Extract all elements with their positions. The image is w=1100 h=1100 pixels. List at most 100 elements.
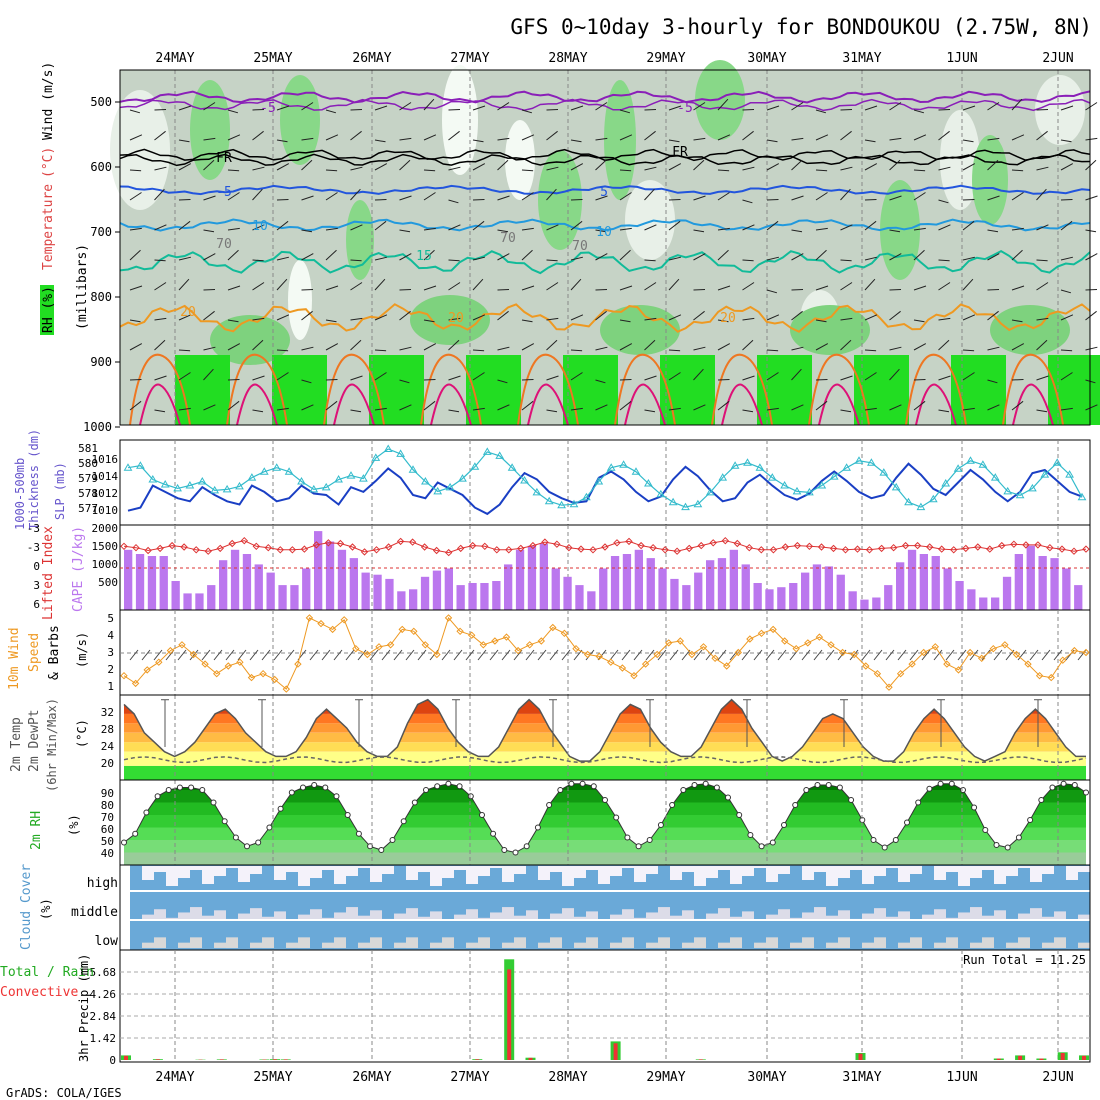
lifted-index-point [120, 542, 128, 551]
lifted-index-point [745, 543, 754, 552]
upper-wind-barb [938, 339, 950, 351]
cloud-units: (%) [39, 898, 53, 920]
rh-point [971, 804, 978, 811]
rh-point [814, 782, 821, 788]
li-tick-4: 6 [33, 598, 40, 611]
middle-cloud-cell [202, 915, 214, 920]
upper-wind-barb [252, 259, 264, 262]
upper-wind-barb [448, 259, 460, 262]
upper-wind-barb [815, 134, 829, 141]
precip-convective-bar [1018, 1055, 1023, 1060]
upper-wind-barb [350, 282, 363, 291]
rh-region-9 [280, 75, 320, 165]
slp-point [767, 473, 777, 481]
surface-wind-barb [681, 649, 691, 661]
slp-point [421, 477, 430, 485]
cape-bar [1014, 554, 1023, 610]
rh-point [680, 787, 687, 793]
slp-tick-2: 1012 [92, 487, 119, 500]
upper-wind-barb [742, 409, 754, 413]
upper-wind-barb [252, 375, 265, 381]
cape-tick-2: 1000 [92, 558, 119, 571]
middle-cloud-cell [154, 909, 166, 921]
upper-wind-barb [399, 102, 412, 111]
slp-point [705, 487, 715, 496]
high-cloud-cell [142, 866, 154, 880]
precip-convective-bar [283, 1059, 288, 1060]
wind-speed-axis-label: 10m Wind [7, 627, 22, 690]
wind-speed-point [479, 641, 488, 649]
upper-wind-barb [693, 137, 706, 141]
rh-point [165, 787, 172, 793]
upper-wind-barb [570, 220, 583, 231]
surface-wind-barb [309, 649, 319, 661]
upper-wind-barb [668, 314, 682, 321]
low-cloud-cell [1078, 942, 1090, 948]
upper-wind-barb [325, 227, 338, 231]
rh-point [255, 839, 262, 846]
upper-wind-barb [889, 289, 902, 291]
upper-wind-barb [644, 166, 657, 171]
cloud-row-label-1: middle [71, 905, 118, 920]
lifted-index-point [601, 543, 609, 551]
upper-wind-barb [1060, 372, 1073, 381]
cape-bar [124, 549, 133, 610]
low-cloud-cell [214, 942, 226, 948]
bottom-date-8: 1JUN [946, 1070, 977, 1085]
upper-wind-barb [1036, 166, 1049, 171]
lifted-index-point [1046, 543, 1054, 552]
middle-cloud-cell [406, 908, 418, 920]
high-cloud-cell [1066, 866, 1078, 880]
cape-bar [670, 578, 679, 610]
upper-wind-barb [938, 166, 951, 171]
chart-title: GFS 0~10day 3-hourly for BONDOUKOU (2.75… [510, 15, 1092, 39]
low-cloud-cell [322, 942, 334, 948]
rh-point [892, 837, 899, 843]
wind-speed-point [1070, 646, 1079, 655]
upper-wind-barb [301, 346, 314, 351]
wind-units: (m/s) [75, 632, 89, 668]
contour-label-1: -5 [677, 101, 693, 116]
upper-wind-barb [1036, 188, 1047, 201]
precip-panel-frame [119, 949, 1091, 1063]
low-cloud-cell [646, 942, 658, 948]
upper-wind-barb [644, 339, 656, 351]
upper-wind-barb [154, 409, 166, 413]
slp-point [867, 458, 876, 466]
surface-wind-barb [777, 649, 787, 661]
cape-bar [1026, 545, 1035, 610]
rh-point [758, 843, 765, 850]
upper-wind-barb [154, 188, 165, 201]
rh-region-20 [990, 305, 1070, 355]
run-total-label: Run Total = 11.25 [963, 953, 1086, 967]
rh-point [635, 843, 642, 850]
upper-wind-barb [717, 227, 730, 231]
temperature-contour-6 [119, 249, 1091, 275]
middle-cloud-cell [250, 908, 262, 920]
rh-point [523, 843, 530, 850]
high-cloud-cell [406, 866, 418, 880]
upper-wind-barb [570, 278, 582, 291]
low-cloud-cell [466, 942, 478, 948]
upper-wind-barb [1085, 102, 1098, 111]
precip-axis-label: 3hr Precip (mm) [77, 954, 91, 1062]
high-cloud-cell [322, 866, 334, 870]
upper-wind-barb [717, 319, 729, 323]
high-cloud-cell [190, 866, 202, 870]
upper-wind-barb [276, 105, 290, 111]
rh-point [311, 782, 318, 788]
slp-point [359, 474, 368, 482]
contour-label-8: 15 [416, 249, 432, 264]
top-date-1: 25MAY [253, 51, 292, 66]
rh-band-1 [124, 840, 1086, 853]
upper-wind-barb [1036, 339, 1048, 351]
upper-wind-barb [693, 310, 705, 321]
high-cloud-cell [562, 866, 574, 886]
upper-wind-barb [325, 285, 339, 291]
temperature-units: (°C) [75, 719, 89, 748]
precip-tick-3: 1.42 [90, 1032, 117, 1045]
upper-wind-barb [791, 159, 803, 171]
cape-bar [765, 589, 774, 611]
upper-wind-barb [717, 169, 730, 172]
upper-wind-barb [962, 139, 974, 143]
